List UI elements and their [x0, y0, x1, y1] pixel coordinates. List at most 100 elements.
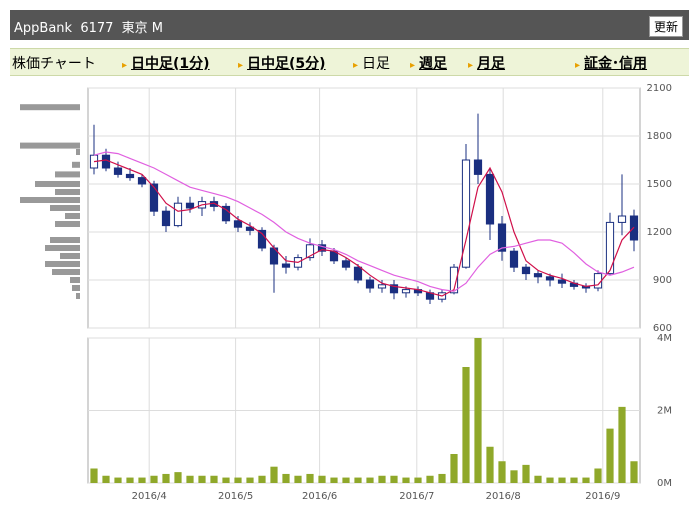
volume-bar — [618, 406, 626, 483]
volume-bar — [378, 475, 386, 483]
volume-bar — [174, 472, 182, 483]
volume-bar — [546, 477, 554, 483]
volume-bar — [150, 475, 158, 483]
header-title: AppBank 6177 東京 M — [14, 21, 164, 36]
tab-link[interactable]: 週足 — [410, 53, 447, 73]
candle-body — [473, 159, 483, 175]
volume-bar — [162, 473, 170, 483]
volume-bar — [222, 477, 230, 483]
price-volume-bar — [55, 189, 80, 195]
volume-bar — [498, 461, 506, 483]
y-tick-label: 600 — [653, 323, 672, 334]
price-volume-bar — [45, 261, 80, 267]
price-volume-bar — [50, 237, 80, 243]
refresh-button[interactable]: 更新 — [648, 16, 683, 37]
volume-bar — [630, 461, 638, 483]
tab-current: 日足 — [353, 53, 390, 73]
volume-bar — [246, 477, 254, 483]
price-volume-bar — [72, 285, 80, 291]
volume-bar — [390, 475, 398, 483]
candle-body — [389, 284, 399, 294]
volume-bar — [354, 477, 362, 483]
candle-body — [317, 244, 327, 252]
candle-body — [281, 263, 291, 268]
candle-body — [509, 250, 519, 268]
candle-body — [365, 279, 375, 289]
price-volume-bar — [35, 181, 80, 187]
candle-body — [137, 177, 147, 185]
volume-bar — [606, 428, 614, 483]
x-tick-label: 2016/6 — [302, 491, 337, 502]
volume-bar — [366, 477, 374, 483]
price-volume-bar — [45, 245, 80, 251]
volume-bar — [558, 477, 566, 483]
header-bar: AppBank 6177 東京 M 更新 — [10, 10, 689, 40]
candle-body — [161, 210, 171, 227]
candle-body — [497, 223, 507, 252]
candle-body — [461, 159, 471, 268]
volume-bar — [414, 477, 422, 483]
volume-bar — [306, 473, 314, 483]
volume-bar — [138, 477, 146, 483]
candle-body — [449, 266, 459, 294]
volume-bar — [258, 475, 266, 483]
volume-bar — [186, 475, 194, 483]
volume-bar — [318, 475, 326, 483]
volume-bar — [330, 477, 338, 483]
candle-body — [533, 273, 543, 278]
volume-bar — [570, 477, 578, 483]
volume-bar — [462, 367, 470, 483]
volume-bar — [198, 475, 206, 483]
candle-body — [353, 266, 363, 281]
volume-bar — [474, 338, 482, 483]
price-volume-bar — [60, 253, 80, 259]
price-volume-bar — [55, 221, 80, 227]
candle-body — [257, 229, 267, 249]
volume-bar — [114, 477, 122, 483]
candle-body — [149, 183, 159, 212]
moving-average — [93, 151, 635, 292]
volume-bar — [234, 477, 242, 483]
y-tick-label: 1200 — [647, 227, 672, 238]
x-tick-label: 2016/8 — [486, 491, 521, 502]
tab-link[interactable]: 月足 — [468, 53, 505, 73]
y-tick-label: 2100 — [647, 83, 672, 94]
candle-body — [545, 276, 555, 281]
volume-bar — [510, 470, 518, 483]
candle-body — [617, 215, 627, 223]
price-volume-bar — [50, 205, 80, 211]
plot-frame — [87, 87, 641, 329]
volume-bar — [402, 477, 410, 483]
tab-link[interactable]: 日中足(1分) — [122, 53, 210, 73]
price-volume-bar — [55, 171, 80, 178]
x-tick-label: 2016/4 — [132, 491, 167, 502]
tab-link[interactable]: 日中足(5分) — [238, 53, 326, 73]
price-volume-bar — [76, 149, 80, 155]
y-tick-label: 900 — [653, 275, 672, 286]
volume-bar — [522, 464, 530, 483]
price-volume-bar — [65, 213, 80, 219]
candle-body — [593, 273, 603, 289]
volume-bar — [102, 475, 110, 483]
volume-bar — [594, 468, 602, 483]
tab-link[interactable]: 証金･信用 — [575, 53, 647, 73]
candle-body — [557, 279, 567, 284]
candle-body — [401, 289, 411, 294]
y-tick-label: 1800 — [647, 131, 672, 142]
price-volume-bar — [20, 142, 80, 149]
volume-bar — [342, 477, 350, 483]
candle-body — [221, 205, 231, 222]
candle-body — [605, 221, 615, 275]
price-volume-bar — [20, 104, 80, 111]
candle-body — [341, 260, 351, 268]
y-tick-label: 1500 — [647, 179, 672, 190]
y-tick-label: 2M — [657, 406, 672, 417]
y-tick-label: 4M — [657, 333, 672, 344]
x-tick-label: 2016/9 — [585, 491, 620, 502]
candle-body — [233, 220, 243, 228]
volume-bar — [282, 473, 290, 483]
candle-body — [113, 167, 123, 175]
candle-body — [245, 226, 255, 231]
